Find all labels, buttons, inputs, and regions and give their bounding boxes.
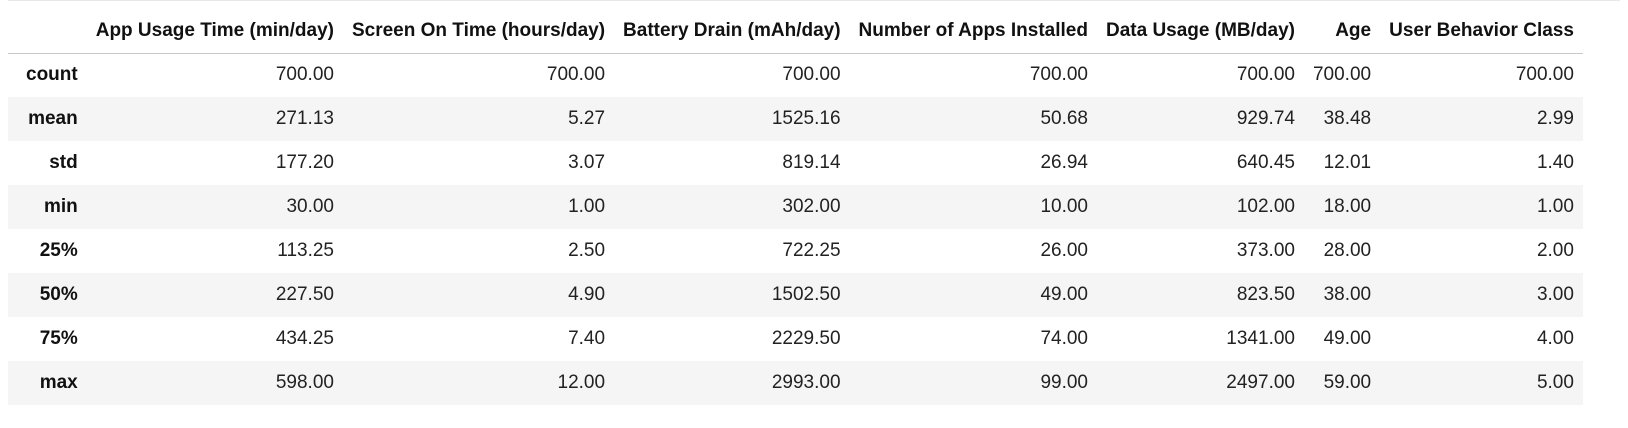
table-row: 50% 227.50 4.90 1502.50 49.00 823.50 38.… bbox=[8, 273, 1583, 317]
table-cell: 1.40 bbox=[1536, 152, 1574, 173]
table-cell: 700.00 bbox=[1515, 64, 1574, 86]
table-cell: 49.00 bbox=[1323, 328, 1372, 349]
table-cell: 302.00 bbox=[782, 196, 841, 217]
header-row: App Usage Time (min/day) Screen On Time … bbox=[8, 9, 1583, 54]
table-cell: 26.94 bbox=[1040, 152, 1088, 173]
table-cell: 7.40 bbox=[568, 328, 606, 349]
table-cell: 700.00 bbox=[782, 64, 841, 86]
table-cell: 10.00 bbox=[1040, 196, 1088, 217]
row-label: mean bbox=[28, 108, 78, 129]
table-row: 25% 113.25 2.50 722.25 26.00 373.00 28.0… bbox=[8, 229, 1583, 273]
table-row: mean 271.13 5.27 1525.16 50.68 929.74 38… bbox=[8, 97, 1583, 141]
table-cell: 3.07 bbox=[568, 152, 606, 173]
table-cell: 700.00 bbox=[1312, 64, 1372, 86]
table-header: App Usage Time (min/day) Screen On Time … bbox=[8, 9, 1583, 54]
table-cell: 18.00 bbox=[1323, 196, 1372, 217]
row-label: count bbox=[26, 64, 78, 86]
table-cell: 700.00 bbox=[1236, 64, 1295, 86]
top-divider bbox=[8, 0, 1620, 1]
table-cell: 99.00 bbox=[1040, 372, 1088, 393]
table-cell: 227.50 bbox=[275, 284, 334, 305]
table-cell: 2993.00 bbox=[771, 372, 841, 393]
table-cell: 2229.50 bbox=[771, 328, 841, 349]
dataframe-output: App Usage Time (min/day) Screen On Time … bbox=[8, 0, 1620, 428]
table-cell: 102.00 bbox=[1236, 196, 1295, 217]
table-cell: 1525.16 bbox=[771, 108, 841, 129]
table-cell: 50.68 bbox=[1040, 108, 1088, 129]
table-cell: 2497.00 bbox=[1226, 372, 1295, 393]
table-cell: 38.00 bbox=[1323, 284, 1372, 305]
table-cell: 434.25 bbox=[275, 328, 334, 349]
row-label: std bbox=[49, 152, 78, 173]
row-label: 75% bbox=[39, 328, 78, 349]
table-cell: 38.48 bbox=[1323, 108, 1372, 129]
row-label: max bbox=[39, 372, 78, 393]
table-cell: 3.00 bbox=[1536, 284, 1574, 305]
table-cell: 74.00 bbox=[1040, 328, 1088, 349]
table-body: count 700.00 700.00 700.00 700.00 700.00… bbox=[8, 53, 1583, 405]
column-header: App Usage Time (min/day) bbox=[86, 9, 343, 54]
table-cell: 4.90 bbox=[568, 284, 606, 305]
table-cell: 5.00 bbox=[1536, 372, 1574, 393]
column-header: Age bbox=[1303, 9, 1381, 54]
table-row: max 598.00 12.00 2993.00 99.00 2497.00 5… bbox=[8, 361, 1583, 405]
table-cell: 598.00 bbox=[275, 372, 334, 393]
table-cell: 1.00 bbox=[1536, 196, 1574, 217]
table-cell: 5.27 bbox=[568, 108, 606, 129]
table-cell: 1502.50 bbox=[771, 284, 841, 305]
table-cell: 28.00 bbox=[1323, 240, 1372, 261]
table-cell: 722.25 bbox=[782, 240, 841, 261]
table-row: std 177.20 3.07 819.14 26.94 640.45 12.0… bbox=[8, 141, 1583, 185]
table-cell: 2.00 bbox=[1536, 240, 1574, 261]
table-row: count 700.00 700.00 700.00 700.00 700.00… bbox=[8, 53, 1583, 97]
table-cell: 823.50 bbox=[1236, 284, 1295, 305]
table-cell: 30.00 bbox=[286, 196, 334, 217]
table-cell: 26.00 bbox=[1040, 240, 1088, 261]
column-header: Number of Apps Installed bbox=[849, 9, 1097, 54]
table-cell: 929.74 bbox=[1236, 108, 1295, 129]
table-cell: 177.20 bbox=[275, 152, 334, 173]
table-cell: 49.00 bbox=[1040, 284, 1088, 305]
table-cell: 2.99 bbox=[1536, 108, 1574, 129]
table-cell: 4.00 bbox=[1536, 328, 1574, 349]
table-row: 75% 434.25 7.40 2229.50 74.00 1341.00 49… bbox=[8, 317, 1583, 361]
table-cell: 700.00 bbox=[275, 64, 334, 86]
table-cell: 59.00 bbox=[1323, 372, 1372, 393]
table-cell: 271.13 bbox=[275, 108, 334, 129]
column-header: User Behavior Class bbox=[1380, 9, 1583, 54]
row-label: 25% bbox=[39, 240, 78, 261]
table-cell: 640.45 bbox=[1236, 152, 1295, 173]
table-cell: 700.00 bbox=[1029, 64, 1088, 86]
table-row: min 30.00 1.00 302.00 10.00 102.00 18.00… bbox=[8, 185, 1583, 229]
table-cell: 12.00 bbox=[557, 372, 606, 393]
column-header: Screen On Time (hours/day) bbox=[342, 9, 615, 54]
table-cell: 113.25 bbox=[277, 240, 334, 261]
table-cell: 12.01 bbox=[1323, 152, 1372, 173]
header-corner bbox=[8, 9, 87, 54]
table-cell: 2.50 bbox=[568, 240, 606, 261]
describe-table: App Usage Time (min/day) Screen On Time … bbox=[8, 9, 1583, 405]
column-header: Data Usage (MB/day) bbox=[1096, 9, 1304, 54]
table-cell: 819.14 bbox=[782, 152, 841, 173]
column-header: Battery Drain (mAh/day) bbox=[614, 9, 850, 54]
table-cell: 700.00 bbox=[546, 64, 606, 86]
row-label: min bbox=[43, 196, 78, 217]
table-cell: 373.00 bbox=[1236, 240, 1295, 261]
table-cell: 1341.00 bbox=[1226, 328, 1295, 349]
table-cell: 1.00 bbox=[568, 196, 606, 217]
row-label: 50% bbox=[39, 284, 78, 305]
